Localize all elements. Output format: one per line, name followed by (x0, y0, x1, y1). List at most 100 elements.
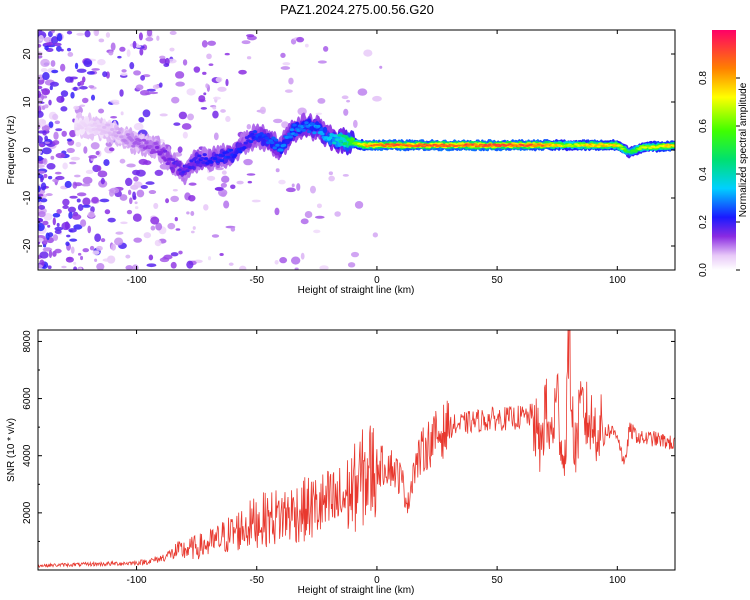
heatmap-cell (109, 127, 115, 131)
heatmap-cell (141, 138, 147, 142)
heatmap-cell (155, 222, 163, 231)
heatmap-cell (171, 96, 180, 104)
heatmap-cell (135, 84, 144, 91)
heatmap-cell (328, 171, 333, 176)
heatmap-cell (236, 180, 244, 185)
heatmap-cell (169, 30, 177, 36)
heatmap-cell (104, 209, 111, 215)
heatmap-cell (246, 124, 252, 130)
x-tick-label: 50 (492, 275, 504, 286)
heatmap-cell (144, 141, 149, 145)
heatmap-cell (54, 226, 64, 231)
heatmap-cell (148, 189, 157, 195)
heatmap-cell (67, 206, 76, 213)
heatmap-cell (342, 142, 348, 146)
heatmap-cell (83, 124, 88, 128)
heatmap-cell (323, 46, 329, 52)
heatmap-cell (154, 145, 160, 149)
heatmap-cell (91, 196, 99, 204)
heatmap-cell (38, 173, 44, 179)
heatmap-cell (228, 262, 234, 266)
x-tick-label: 100 (609, 275, 626, 286)
heatmap-cell (66, 30, 73, 35)
heatmap-cell (64, 180, 72, 189)
heatmap-cell (259, 106, 266, 115)
heatmap-cell (73, 86, 78, 92)
heatmap-cell (45, 42, 54, 46)
y-tick-label: -10 (22, 190, 33, 205)
heatmap-cell (152, 84, 160, 90)
snr-y-axis-label: SNR (10 * v/v) (6, 418, 17, 482)
heatmap-cell (97, 170, 108, 178)
heatmap-cell (284, 89, 293, 93)
heatmap-cell (671, 145, 675, 147)
heatmap-cell (176, 163, 181, 167)
heatmap-cell (81, 97, 89, 104)
heatmap-cell (363, 49, 373, 57)
heatmap-cell (100, 177, 105, 185)
heatmap-cell (117, 128, 123, 132)
heatmap-cell (250, 132, 255, 136)
heatmap-cell (78, 267, 83, 270)
y-tick-label: 8000 (22, 330, 33, 353)
heatmap-cell (187, 113, 195, 121)
heatmap-cell (254, 137, 259, 141)
heatmap-cell (126, 209, 133, 215)
heatmap-cell (203, 204, 209, 211)
heatmap-cell (214, 153, 219, 157)
heatmap-cell (124, 141, 129, 145)
heatmap-cell (94, 258, 98, 263)
heatmap-cell (333, 134, 338, 138)
heatmap-cell (246, 173, 256, 176)
heatmap-cell (50, 155, 55, 160)
heatmap-cell (132, 191, 136, 200)
heatmap-cell (300, 218, 309, 225)
heatmap-cell (312, 131, 317, 135)
heatmap-cell (142, 109, 151, 118)
heatmap-cell (350, 251, 360, 258)
heatmap-cell (40, 58, 50, 68)
heatmap-cell (178, 111, 188, 120)
heatmap-cell (125, 265, 133, 270)
heatmap-cell (138, 32, 143, 41)
heatmap-cell (129, 62, 135, 70)
heatmap-cell (133, 70, 142, 76)
heatmap-cell (49, 81, 59, 87)
colorbar: 0.0 0.2 0.4 0.6 0.8 Normalized spectral ampl… (698, 30, 749, 277)
heatmap-cell (84, 117, 90, 125)
spectrogram-y-axis-label: Frequency (Hz) (6, 116, 17, 185)
heatmap-cell (113, 134, 119, 138)
heatmap-cell (126, 49, 131, 58)
heatmap-cell (55, 128, 63, 132)
heatmap-cell (110, 243, 116, 251)
heatmap-cell (288, 77, 294, 85)
heatmap-cell (96, 165, 102, 172)
heatmap-cell (126, 163, 136, 168)
heatmap-cell (228, 148, 234, 152)
heatmap-cell (82, 176, 93, 185)
heatmap-cell (68, 228, 77, 233)
colorbar-tick-label: 0.0 (698, 263, 709, 277)
colorbar-tick-label: 0.6 (698, 119, 709, 133)
heatmap-cell (43, 37, 54, 43)
heatmap-cell (38, 194, 42, 203)
heatmap-cell (56, 222, 60, 227)
heatmap-cell (296, 36, 305, 43)
heatmap-cell (271, 136, 276, 140)
heatmap-cell (342, 174, 349, 177)
colorbar-ticks: 0.0 0.2 0.4 0.6 0.8 (698, 71, 740, 277)
heatmap-cell (47, 175, 53, 180)
snr-panel: -100 -50 0 50 100 2000 4000 6000 8000 Height of … (6, 329, 676, 596)
heatmap-cell (39, 251, 49, 259)
heatmap-cell (77, 203, 84, 211)
heatmap-cell (188, 182, 197, 186)
y-tick-label: 4000 (22, 444, 33, 467)
heatmap-cell (67, 52, 74, 57)
heatmap-cell (89, 245, 95, 251)
heatmap-cell (281, 143, 287, 147)
heatmap-cell (60, 63, 66, 72)
heatmap-cell (291, 183, 295, 188)
heatmap-cell (337, 133, 342, 137)
heatmap-cell (343, 108, 349, 116)
heatmap-cell (148, 91, 159, 95)
